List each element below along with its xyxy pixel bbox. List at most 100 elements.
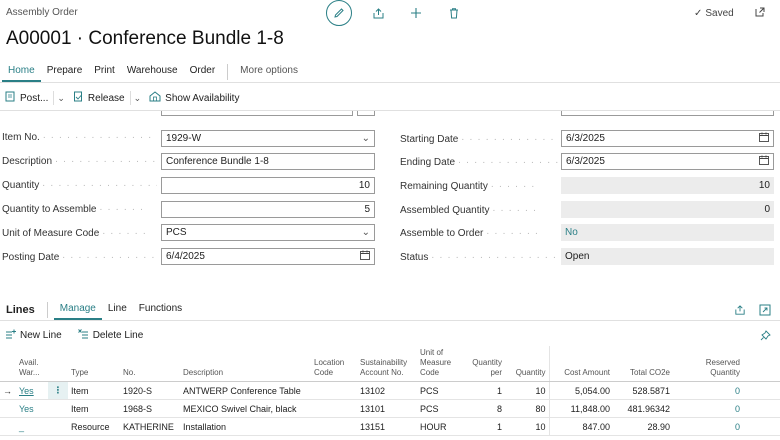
reserved-cell[interactable]: 0 bbox=[673, 399, 743, 418]
post-button[interactable]: Post... bbox=[0, 88, 53, 108]
col-location[interactable]: Location Code bbox=[311, 346, 357, 382]
assemble-to-order-value[interactable]: No bbox=[561, 224, 774, 241]
status-value: Open bbox=[561, 248, 774, 265]
tab-order[interactable]: Order bbox=[189, 65, 216, 76]
unit-of-measure-label: Unit of Measure Code · · · · · · bbox=[2, 228, 147, 239]
location-cell[interactable] bbox=[311, 381, 357, 400]
posting-date-field[interactable]: 6/4/2025 bbox=[161, 248, 375, 265]
unit-of-measure-field[interactable]: PCS ⌄ bbox=[161, 224, 375, 241]
calendar-icon[interactable] bbox=[360, 250, 370, 263]
quantity-to-assemble-field[interactable]: 5 bbox=[161, 201, 375, 218]
col-cost[interactable]: Cost Amount bbox=[548, 346, 613, 382]
type-cell[interactable]: Item bbox=[68, 399, 120, 418]
quantity-label: Quantity · · · · · · · · · · · · · · · ·… bbox=[2, 180, 157, 191]
assembled-quantity-label: Assembled Quantity · · · · · · bbox=[400, 205, 538, 216]
pin-icon[interactable] bbox=[760, 330, 771, 344]
reserved-cell[interactable]: 0 bbox=[673, 417, 743, 436]
quantity-cell[interactable]: 10 bbox=[505, 417, 549, 436]
uom-cell[interactable]: PCS bbox=[417, 399, 465, 418]
lines-tab-manage[interactable]: Manage bbox=[53, 300, 102, 320]
table-row[interactable]: Yes Item 1968-S MEXICO Swivel Chair, bla… bbox=[0, 399, 780, 418]
type-cell[interactable]: Item bbox=[68, 381, 120, 400]
open-new-window-icon[interactable] bbox=[754, 6, 766, 21]
ending-date-field[interactable]: 6/3/2025 bbox=[561, 153, 774, 170]
location-cell[interactable] bbox=[311, 399, 357, 418]
table-row[interactable]: → Yes ⋮ Item 1920-S ANTWERP Conference T… bbox=[0, 381, 780, 400]
release-button[interactable]: Release bbox=[68, 88, 130, 108]
description-cell[interactable]: Installation bbox=[180, 417, 311, 436]
post-icon bbox=[5, 91, 16, 105]
description-cell[interactable]: MEXICO Swivel Chair, black bbox=[180, 399, 311, 418]
col-co2[interactable]: Total CO2e bbox=[613, 346, 673, 382]
chevron-down-icon[interactable]: ⌄ bbox=[361, 133, 370, 144]
tab-home[interactable]: Home bbox=[2, 62, 41, 82]
type-cell[interactable]: Resource bbox=[68, 417, 120, 436]
chevron-down-icon[interactable]: ⌄ bbox=[129, 91, 145, 105]
col-no[interactable]: No. bbox=[120, 346, 180, 382]
sustain-cell[interactable]: 13101 bbox=[357, 399, 417, 418]
quantity-field[interactable]: 10 bbox=[161, 177, 375, 194]
table-row[interactable]: _ Resource KATHERINE Installation 13151 … bbox=[0, 417, 780, 436]
new-line-icon bbox=[5, 329, 16, 342]
avail-cell[interactable]: _ bbox=[16, 417, 48, 436]
action-bar: Post... ⌄ Release ⌄ Show Availability bbox=[0, 88, 244, 108]
calendar-icon[interactable] bbox=[759, 132, 769, 145]
show-availability-button[interactable]: Show Availability bbox=[144, 88, 244, 108]
description-cell[interactable]: ANTWERP Conference Table bbox=[180, 381, 311, 400]
divider bbox=[0, 320, 780, 321]
delete-line-icon bbox=[77, 328, 89, 342]
qty-per-cell[interactable]: 1 bbox=[465, 417, 505, 436]
qty-per-cell[interactable]: 1 bbox=[465, 381, 505, 400]
share-icon[interactable] bbox=[734, 304, 746, 319]
col-sustain[interactable]: Sustainability Account No. bbox=[357, 346, 417, 382]
col-reserved[interactable]: Reserved Quantity bbox=[673, 346, 743, 382]
chevron-down-icon[interactable]: ⌄ bbox=[361, 227, 370, 238]
col-description[interactable]: Description bbox=[180, 346, 311, 382]
uom-cell[interactable]: HOUR bbox=[417, 417, 465, 436]
tab-print[interactable]: Print bbox=[94, 65, 115, 76]
starting-date-field[interactable]: 6/3/2025 bbox=[561, 130, 774, 147]
no-cell[interactable]: 1968-S bbox=[120, 399, 180, 418]
starting-date-label: Starting Date · · · · · · · · · · · · · … bbox=[400, 134, 558, 145]
tab-prepare[interactable]: Prepare bbox=[46, 65, 83, 76]
new-line-button[interactable]: New Line bbox=[0, 325, 67, 345]
uom-cell[interactable]: PCS bbox=[417, 381, 465, 400]
quantity-cell[interactable]: 10 bbox=[505, 381, 549, 400]
add-icon[interactable] bbox=[404, 1, 428, 25]
lines-tab-functions[interactable]: Functions bbox=[138, 303, 183, 314]
more-options-button[interactable]: More options bbox=[240, 65, 298, 76]
qty-per-cell[interactable]: 8 bbox=[465, 399, 505, 418]
expand-icon[interactable] bbox=[759, 304, 771, 319]
item-no-field[interactable]: 1929-W ⌄ bbox=[161, 130, 375, 147]
reserved-cell[interactable]: 0 bbox=[673, 381, 743, 400]
tab-warehouse[interactable]: Warehouse bbox=[126, 65, 178, 76]
calendar-icon[interactable] bbox=[759, 155, 769, 168]
description-field[interactable]: Conference Bundle 1-8 bbox=[161, 153, 375, 170]
chevron-down-icon[interactable]: ⌄ bbox=[53, 91, 68, 105]
avail-cell[interactable]: Yes bbox=[16, 399, 48, 418]
share-icon[interactable] bbox=[366, 1, 390, 25]
page-title: A00001 · Conference Bundle 1-8 bbox=[6, 28, 284, 49]
tab-divider bbox=[227, 64, 229, 80]
lines-tab-line[interactable]: Line bbox=[107, 303, 127, 314]
sustain-cell[interactable]: 13151 bbox=[357, 417, 417, 436]
no-cell[interactable]: KATHERINE bbox=[120, 417, 180, 436]
edit-icon[interactable] bbox=[326, 0, 352, 26]
col-quantity[interactable]: Quantity bbox=[505, 346, 549, 382]
assemble-to-order-label: Assemble to Order · · · · · · · bbox=[400, 228, 540, 239]
delete-line-button[interactable]: Delete Line bbox=[73, 325, 149, 345]
no-cell[interactable]: 1920-S bbox=[120, 381, 180, 400]
col-avail[interactable]: Avail. War... bbox=[16, 346, 48, 382]
col-qty-per[interactable]: Quantity per bbox=[465, 346, 505, 382]
row-menu-icon[interactable]: ⋮ bbox=[48, 381, 68, 400]
sustain-cell[interactable]: 13102 bbox=[357, 381, 417, 400]
col-uom[interactable]: Unit of Measure Code bbox=[417, 346, 465, 382]
col-filler bbox=[743, 346, 780, 382]
col-type[interactable]: Type bbox=[68, 346, 120, 382]
delete-icon[interactable] bbox=[442, 1, 466, 25]
quantity-cell[interactable]: 80 bbox=[505, 399, 549, 418]
action-tabs: Home Prepare Print Warehouse Order More … bbox=[0, 62, 780, 82]
cost-cell: 11,848.00 bbox=[548, 399, 613, 418]
location-cell[interactable] bbox=[311, 417, 357, 436]
avail-cell[interactable]: Yes bbox=[16, 381, 48, 400]
